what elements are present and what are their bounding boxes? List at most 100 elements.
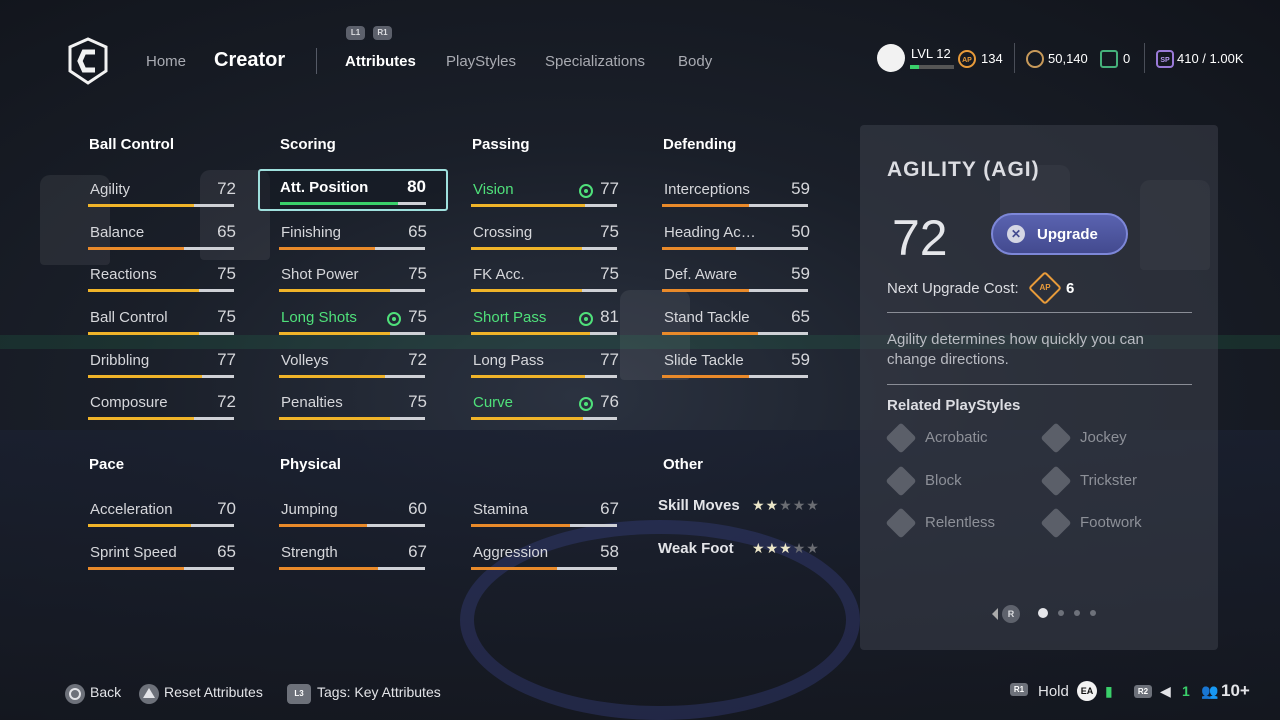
- skill-moves-label: Skill Moves: [658, 497, 740, 514]
- tab-playstyles[interactable]: PlayStyles: [446, 53, 517, 70]
- nav-creator[interactable]: Creator: [214, 49, 286, 71]
- attribute-name: Finishing: [281, 224, 342, 241]
- attribute-bar: [662, 247, 808, 250]
- attribute-stand-tackle[interactable]: Stand Tackle 65: [662, 302, 810, 336]
- tags-key-attributes-button[interactable]: Tags: Key Attributes: [317, 684, 441, 700]
- attribute-volleys[interactable]: Volleys 72: [279, 345, 427, 379]
- tab-body[interactable]: Body: [678, 53, 713, 70]
- attribute-bar: [471, 289, 617, 292]
- tab-specializations[interactable]: Specializations: [545, 53, 646, 70]
- group-title-physical: Physical: [280, 456, 341, 473]
- r2-button-icon: R2: [1134, 685, 1152, 698]
- signal-icon: ▮: [1105, 683, 1113, 699]
- attribute-value: 65: [408, 222, 427, 241]
- attribute-name: Shot Power: [281, 266, 359, 283]
- attribute-name: Stand Tackle: [664, 309, 750, 326]
- attribute-shot-power[interactable]: Shot Power 75: [279, 259, 427, 293]
- page-dot: [1058, 610, 1064, 616]
- attribute-bar: [88, 204, 234, 207]
- attribute-penalties[interactable]: Penalties 75: [279, 387, 427, 421]
- attribute-long-shots[interactable]: Long Shots 75: [279, 302, 427, 336]
- stat-separator: [1014, 43, 1015, 73]
- ea-icon: EA: [1077, 681, 1097, 701]
- attribute-name: Dribbling: [90, 352, 150, 369]
- attribute-balance[interactable]: Balance 65: [88, 217, 236, 251]
- playstyle-footwork: Footwork: [1080, 514, 1142, 531]
- attribute-name: Short Pass: [473, 309, 547, 326]
- attribute-value: 67: [600, 499, 619, 518]
- attribute-name: Heading Accuracy: [664, 224, 756, 241]
- attribute-name: Interceptions: [664, 181, 750, 198]
- attribute-value: 77: [600, 179, 619, 198]
- attribute-name: Penalties: [281, 394, 343, 411]
- arrow-left-icon: [992, 608, 998, 620]
- attribute-ball-control[interactable]: Ball Control 75: [88, 302, 236, 336]
- attribute-interceptions[interactable]: Interceptions 59: [662, 174, 810, 208]
- attribute-jumping[interactable]: Jumping 60: [279, 494, 427, 528]
- attribute-slide-tackle[interactable]: Slide Tackle 59: [662, 345, 810, 379]
- attribute-sprint-speed[interactable]: Sprint Speed 65: [88, 537, 236, 571]
- group-title-pace: Pace: [89, 456, 125, 473]
- attribute-value: 75: [600, 264, 619, 283]
- ap-value: 134: [981, 51, 1003, 66]
- attribute-value: 77: [217, 350, 236, 369]
- attribute-bar: [279, 289, 425, 292]
- attribute-curve[interactable]: Curve 76: [471, 387, 619, 421]
- attribute-vision[interactable]: Vision 77: [471, 174, 619, 208]
- attribute-name: Def. Aware: [664, 266, 738, 283]
- coins-value: 50,140: [1048, 51, 1088, 66]
- attribute-name: Sprint Speed: [90, 544, 177, 561]
- attribute-value: 75: [408, 264, 427, 283]
- attribute-agility[interactable]: Agility 72: [88, 174, 236, 208]
- level-progress-bar: [910, 65, 954, 69]
- attribute-name: FK Acc.: [473, 266, 525, 283]
- attribute-fk-accuracy[interactable]: FK Acc. 75: [471, 259, 619, 293]
- attribute-att-position-selected[interactable]: Att. Position 80: [258, 169, 448, 211]
- attribute-long-pass[interactable]: Long Pass 77: [471, 345, 619, 379]
- attribute-value: 50: [791, 222, 810, 241]
- attribute-bar: [471, 375, 617, 378]
- attribute-finishing[interactable]: Finishing 65: [279, 217, 427, 251]
- reset-attributes-button[interactable]: Reset Attributes: [164, 684, 263, 700]
- attribute-crossing[interactable]: Crossing 75: [471, 217, 619, 251]
- attribute-bar: [88, 417, 234, 420]
- sp-icon: SP: [1156, 50, 1174, 68]
- back-button[interactable]: Back: [90, 684, 122, 700]
- key-attribute-icon: [579, 312, 593, 326]
- attribute-name: Stamina: [473, 501, 529, 518]
- sp-value: 410 / 1.00K: [1177, 51, 1244, 66]
- upgrade-button[interactable]: ✕ Upgrade: [991, 213, 1128, 255]
- playstyle-trickster: Trickster: [1080, 472, 1137, 489]
- attribute-composure[interactable]: Composure 72: [88, 387, 236, 421]
- attribute-reactions[interactable]: Reactions 75: [88, 259, 236, 293]
- attribute-stamina[interactable]: Stamina 67: [471, 494, 619, 528]
- attribute-value: 65: [791, 307, 810, 326]
- tab-attributes[interactable]: Attributes: [345, 53, 416, 70]
- attribute-heading-accuracy[interactable]: Heading Accuracy 50: [662, 217, 810, 251]
- footwork-playstyle-icon: [1040, 507, 1072, 539]
- attribute-bar: [662, 332, 808, 335]
- attribute-name: Ball Control: [90, 309, 168, 326]
- attribute-name: Aggression: [473, 544, 549, 561]
- group-title-other: Other: [663, 456, 704, 473]
- l1-button-icon: L1: [346, 26, 365, 40]
- attribute-bar: [88, 247, 234, 250]
- attribute-dribbling[interactable]: Dribbling 77: [88, 345, 236, 379]
- detail-value: 72: [892, 210, 948, 266]
- r1-button-icon: R1: [1010, 683, 1028, 696]
- attribute-strength[interactable]: Strength 67: [279, 537, 427, 571]
- nav-home[interactable]: Home: [146, 53, 187, 70]
- attribute-short-pass[interactable]: Short Pass 81: [471, 302, 619, 336]
- group-title-passing: Passing: [472, 136, 530, 153]
- attribute-aggression[interactable]: Aggression 58: [471, 537, 619, 571]
- attribute-bar: [88, 524, 234, 527]
- attribute-bar: [280, 202, 426, 205]
- detail-description: Agility determines how quickly you can c…: [887, 331, 1144, 368]
- attribute-acceleration[interactable]: Acceleration 70: [88, 494, 236, 528]
- group-title-defending: Defending: [663, 136, 737, 153]
- attribute-value: 80: [407, 177, 426, 196]
- attribute-name: Crossing: [473, 224, 533, 241]
- jockey-playstyle-icon: [1040, 422, 1072, 454]
- attribute-value: 77: [600, 350, 619, 369]
- attribute-def-aware[interactable]: Def. Aware 59: [662, 259, 810, 293]
